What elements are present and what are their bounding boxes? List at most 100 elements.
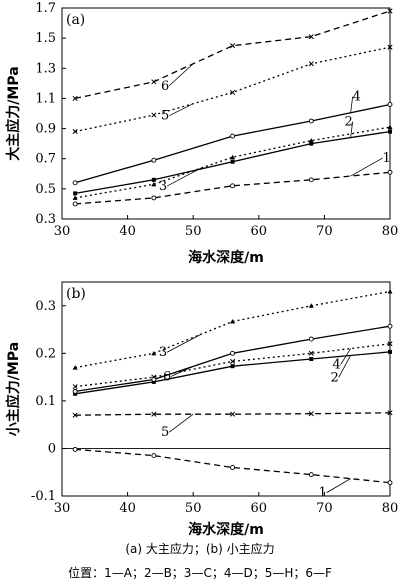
x-tick-label: 70 [316, 224, 333, 239]
data-point [151, 453, 157, 459]
data-point [308, 177, 314, 183]
figure-caption: (a) 大主应力；(b) 小主应力 [125, 542, 275, 556]
series-label: 3 [159, 345, 167, 360]
series-label: 1 [318, 486, 326, 501]
series-2: 2 [73, 349, 392, 396]
data-point [151, 411, 157, 417]
x-tick-label: 60 [251, 501, 268, 516]
data-point [230, 43, 236, 49]
data-point [387, 124, 393, 130]
data-point [230, 411, 236, 417]
x-tick-label: 30 [54, 501, 71, 516]
data-point [151, 350, 157, 356]
data-point [308, 118, 314, 124]
series-label: 2 [330, 370, 338, 385]
y-tick-label: 0.7 [35, 152, 56, 167]
y-tick-label: 1.5 [35, 31, 56, 46]
y-tick-label: 1.7 [35, 1, 56, 16]
data-point [308, 303, 314, 308]
data-point [230, 350, 236, 356]
y-axis-label: 小主应力/MPa [5, 342, 22, 436]
x-tick-label: 50 [185, 224, 202, 239]
data-point [151, 177, 156, 182]
chart-panel-1: 30 40 50 60 70 80 0.3 0.5 0.7 0.9 1.1 1.3 1.5 1.7 海水深度… [5, 1, 398, 266]
x-tick-label: 80 [382, 224, 399, 239]
label-leader [166, 167, 202, 187]
series-label: 1 [382, 151, 390, 166]
y-tick-label: 0.1 [35, 394, 56, 409]
panel-label: (a) [66, 12, 85, 28]
series-line [74, 126, 391, 199]
data-point [230, 364, 235, 369]
label-leader [168, 63, 194, 87]
data-point [151, 377, 157, 382]
series-4: 4 [72, 341, 393, 390]
plot-frame [61, 281, 391, 497]
data-point [308, 61, 314, 67]
x-axis-label: 海水深度/m [188, 521, 264, 538]
data-point [308, 411, 314, 417]
data-point [308, 336, 314, 342]
y-tick-label: 0.3 [35, 212, 56, 227]
y-axis-label: 大主应力/MPa [5, 66, 22, 160]
series-5: 5 [72, 44, 393, 135]
x-tick-label: 30 [54, 224, 71, 239]
data-point [230, 358, 236, 364]
data-point [309, 141, 314, 146]
data-point [72, 195, 78, 200]
data-point [72, 365, 78, 370]
y-tick-label: 0.9 [35, 122, 56, 137]
series-line [75, 325, 391, 393]
label-leader [350, 121, 354, 138]
data-point [387, 410, 393, 416]
data-point [72, 180, 78, 186]
label-leader [326, 478, 351, 493]
data-point [308, 472, 314, 478]
data-point [308, 138, 314, 143]
data-point [387, 480, 393, 486]
data-point [72, 95, 78, 101]
data-point [230, 318, 236, 324]
y-tick-label: 0.2 [35, 346, 56, 361]
series-line [74, 290, 391, 369]
x-axis-label: 海水深度/m [188, 249, 264, 266]
data-point [308, 34, 314, 40]
data-point [151, 79, 157, 85]
series-line [75, 343, 391, 388]
plot-frame [61, 7, 391, 220]
x-tick-label: 50 [185, 501, 202, 516]
data-point [151, 157, 157, 163]
y-tick-label: 1.1 [35, 91, 56, 106]
data-point [151, 112, 157, 118]
data-point [151, 195, 157, 201]
series-4: 4 [72, 90, 393, 186]
data-point [230, 159, 235, 164]
data-point [230, 133, 236, 139]
series-1: 1 [72, 446, 393, 501]
series-label: 5 [161, 109, 169, 124]
data-point [72, 129, 78, 135]
data-point [230, 154, 236, 160]
chart-panel-2: 30 40 50 60 70 80 -0.1 0 0.1 0.2 0.3 海水深度/m 小主应力/MPa… [5, 281, 398, 538]
panel-label: (b) [66, 286, 86, 302]
label-leader [340, 348, 351, 365]
series-label: 5 [161, 425, 169, 440]
series-line [75, 351, 391, 395]
data-point [387, 341, 393, 347]
series-label: 2 [344, 115, 352, 130]
data-point [72, 201, 78, 207]
series-label: 4 [352, 90, 360, 105]
data-point [387, 102, 393, 107]
data-point [308, 350, 314, 356]
data-point [309, 357, 314, 362]
label-leader [350, 96, 354, 113]
x-tick-label: 60 [251, 224, 268, 239]
series-1: 1 [72, 151, 393, 207]
x-tick-label: 40 [119, 224, 136, 239]
series-2: 2 [73, 115, 392, 196]
series-label: 4 [332, 358, 340, 373]
position-legend: 位置：1—A；2—B；3—C；4—D；5—H；6—F [68, 566, 332, 580]
label-leader [338, 355, 351, 378]
label-leader [171, 366, 194, 377]
label-leader [169, 103, 194, 117]
